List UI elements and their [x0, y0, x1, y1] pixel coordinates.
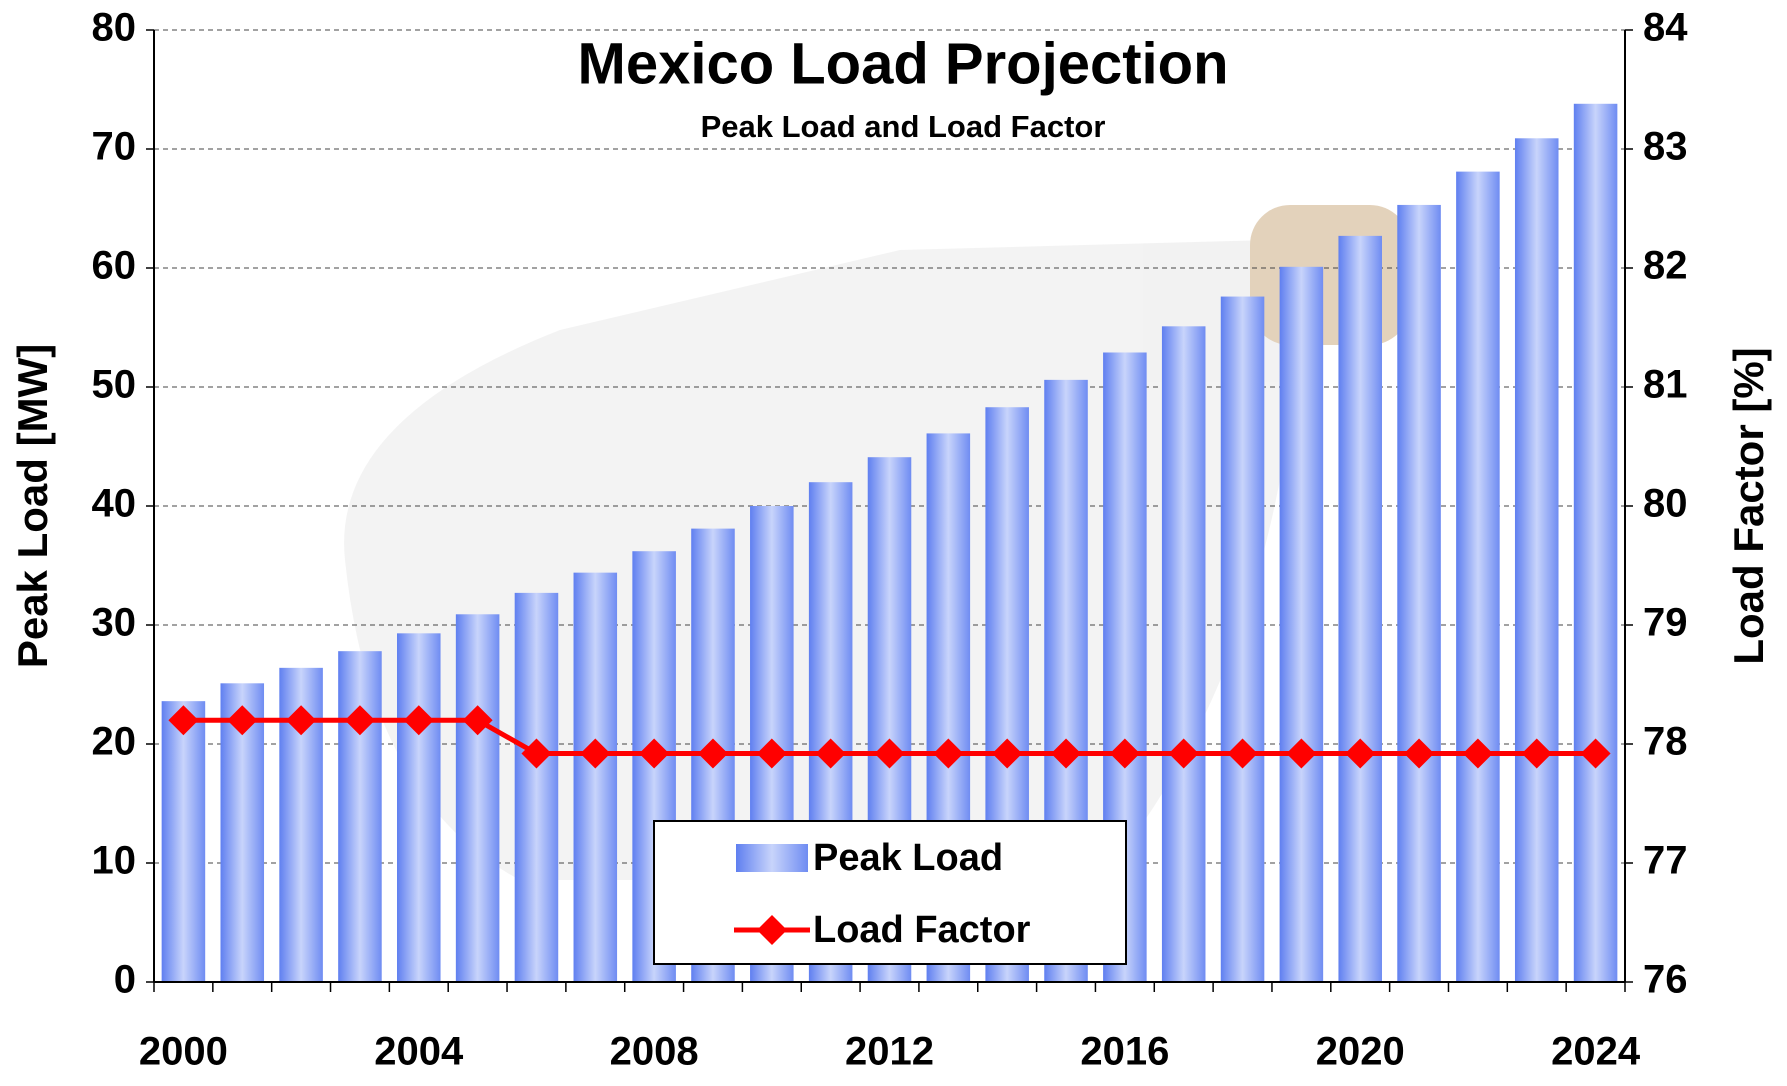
- y2-tick-label: 84: [1643, 6, 1688, 50]
- marker: [168, 705, 199, 736]
- y2-tick-label: 77: [1643, 839, 1688, 883]
- marker: [227, 705, 258, 736]
- legend: Peak Load Load Factor: [653, 820, 1127, 965]
- marker: [933, 738, 964, 769]
- marker: [1168, 738, 1199, 769]
- bar: [1514, 138, 1559, 983]
- y2-tick-label: 82: [1643, 244, 1688, 288]
- x-tick-label: 2004: [374, 1030, 464, 1074]
- marker: [992, 738, 1023, 769]
- x-tick-label: 2000: [139, 1030, 228, 1074]
- bar: [1338, 235, 1382, 982]
- marker: [1051, 738, 1082, 769]
- y2-tick-label: 83: [1643, 125, 1688, 169]
- marker: [344, 705, 375, 736]
- marker: [1286, 738, 1317, 769]
- legend-swatch: [736, 844, 808, 872]
- legend-label: Load Factor: [813, 909, 1031, 951]
- y2-axis-title: Load Factor [%]: [1725, 347, 1772, 664]
- y-tick-label: 20: [92, 720, 137, 764]
- chart-subtitle: Peak Load and Load Factor: [701, 109, 1106, 144]
- marker: [756, 738, 787, 769]
- bar: [455, 614, 500, 982]
- legend-swatch: [757, 915, 787, 945]
- bar: [1161, 326, 1206, 982]
- bar: [1279, 266, 1324, 982]
- y-tick-label: 80: [92, 6, 137, 50]
- y-tick-label: 10: [92, 839, 137, 883]
- bar: [1573, 103, 1618, 982]
- bar: [161, 701, 206, 982]
- y-tick-label: 40: [92, 482, 137, 526]
- marker: [403, 705, 434, 736]
- marker: [1404, 738, 1435, 769]
- marker: [1462, 738, 1493, 769]
- y2-tick-label: 78: [1643, 720, 1688, 764]
- marker: [639, 738, 670, 769]
- marker: [462, 705, 493, 736]
- bar: [338, 651, 382, 982]
- y2-tick-label: 80: [1643, 482, 1688, 526]
- legend-label: Peak Load: [813, 837, 1003, 879]
- x-tick-label: 2008: [610, 1030, 699, 1074]
- chart-title: Mexico Load Projection: [578, 31, 1229, 96]
- x-tick-label: 2016: [1080, 1030, 1169, 1074]
- y-axis-title: Peak Load [MW]: [9, 344, 56, 668]
- y2-tick-label: 76: [1643, 958, 1688, 1002]
- marker: [874, 738, 905, 769]
- y-tick-label: 60: [92, 244, 137, 288]
- marker: [1580, 738, 1611, 769]
- bar: [1456, 171, 1500, 983]
- x-tick-label: 2012: [845, 1030, 934, 1074]
- y-tick-label: 50: [92, 363, 137, 407]
- y-tick-label: 30: [92, 601, 137, 645]
- x-tick-label: 2020: [1316, 1030, 1405, 1074]
- y2-tick-label: 79: [1643, 601, 1688, 645]
- x-tick-label: 2024: [1551, 1030, 1641, 1074]
- marker: [1521, 738, 1552, 769]
- y2-tick-label: 81: [1643, 363, 1688, 407]
- marker: [521, 738, 552, 769]
- legend-box: [653, 820, 1127, 965]
- marker: [697, 738, 728, 769]
- bar: [573, 572, 618, 982]
- bar: [514, 592, 559, 982]
- marker: [1227, 738, 1258, 769]
- y-tick-label: 70: [92, 125, 137, 169]
- marker: [580, 738, 611, 769]
- bar: [1397, 204, 1441, 982]
- y-tick-label: 0: [114, 958, 136, 1002]
- marker: [286, 705, 317, 736]
- marker: [1109, 738, 1140, 769]
- marker: [1345, 738, 1376, 769]
- bar: [1220, 296, 1265, 982]
- bar: [397, 633, 441, 982]
- marker: [815, 738, 846, 769]
